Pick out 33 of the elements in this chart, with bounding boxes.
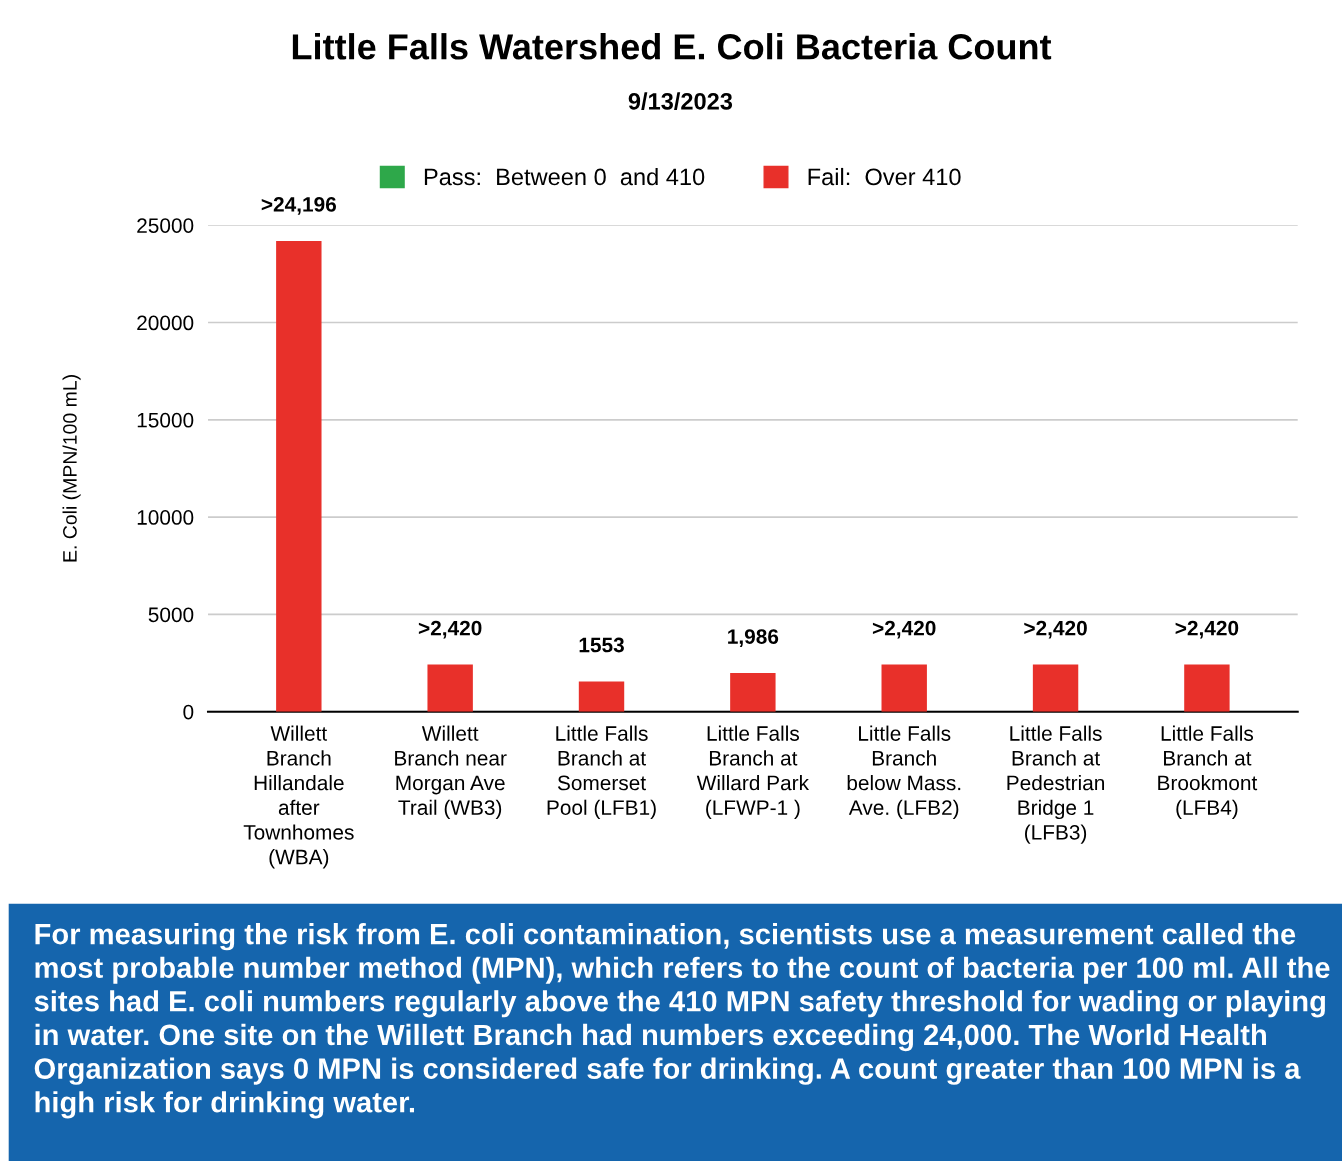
y-tick-label: 20000 xyxy=(137,315,194,331)
data-label: >2,420 xyxy=(1024,620,1087,639)
legend-label: Fail: Over 410 xyxy=(808,167,961,186)
x-tick-label: Little Falls Branch at Somerset Pool (LFB1) xyxy=(547,725,656,820)
y-axis-title: E. Coli (MPN/100 mL) xyxy=(62,375,81,562)
x-tick-label: Willett Branch Hillandale after Townhomes (WBA) xyxy=(243,725,354,869)
data-label: >2,420 xyxy=(1175,620,1239,639)
x-tick-label: Little Falls Branch at Brookmont (LFB4) xyxy=(1158,725,1258,820)
text: For measuring the risk from E. coli contamination, scientists use a measurement called the most probable number method (MPN), which refers to the count of bacteria per 100 ml. All the sites had E. coli numbers regularly above the 410 MPN safety threshold for wading or playing in water. One site on the Willett Branch had numbers exceeding 24,000. The World Health Organization says 0 MPN is considered safe for drinking. A count greater than 100 MPN is a high risk for drinking water. xyxy=(34,922,1330,1119)
y-tick-label: 10000 xyxy=(137,510,194,525)
y-tick-label: 0 xyxy=(183,704,194,720)
legend-label: Pass: Between 0 and 410 xyxy=(424,167,705,186)
bar xyxy=(1032,664,1079,712)
chart-subtitle: 9/13/2023 xyxy=(628,92,733,110)
data-label: >24,196 xyxy=(261,197,337,215)
data-label: >2,420 xyxy=(872,620,936,639)
data-label: >2,420 xyxy=(418,620,482,639)
bar xyxy=(427,664,473,712)
x-tick-label: Little Falls Branch at Willard Park (LFWP-1 ) xyxy=(696,725,810,820)
bar xyxy=(730,673,776,712)
x-tick-label: Willett Branch near Morgan Ave Trail (WB3) xyxy=(395,725,507,820)
data-label: 1,986 xyxy=(728,629,779,647)
y-tick-label: 15000 xyxy=(137,412,194,428)
bar xyxy=(881,664,927,712)
y-tick-label: 5000 xyxy=(148,607,194,623)
bar xyxy=(1184,664,1230,712)
x-tick-label: Little Falls Branch below Mass. Ave. (LFB2) xyxy=(847,725,961,820)
data-label: 1553 xyxy=(579,637,624,653)
chart-title: Little Falls Watershed E. Coli Bacteria Count xyxy=(292,33,1052,60)
bar xyxy=(276,240,322,712)
y-tick-label: 25000 xyxy=(137,218,194,233)
bar xyxy=(578,681,625,712)
x-tick-label: Little Falls Branch at Pedestrian Bridge 1 (LFB3) xyxy=(1007,725,1105,844)
